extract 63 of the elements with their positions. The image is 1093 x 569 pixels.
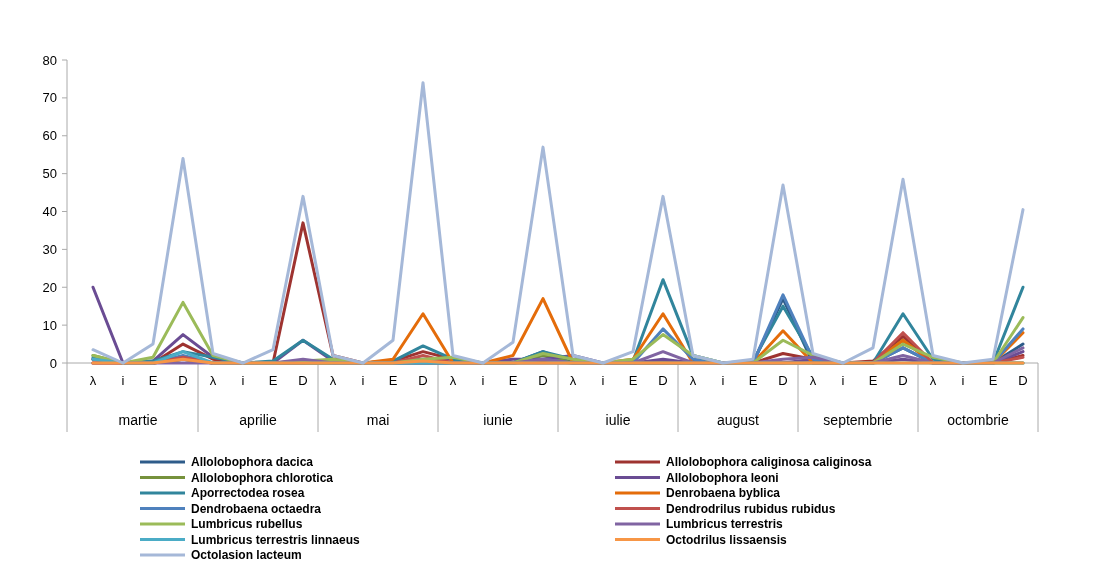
x-tick-label: D (178, 373, 188, 388)
legend-label: Dendrobaena octaedra (191, 501, 322, 516)
text: octombrie (947, 412, 1009, 428)
legend-label: Aporrectodea rosea (191, 486, 305, 501)
x-tick-label: i (361, 373, 365, 388)
y-tick-label: 50 (42, 166, 57, 182)
text: aprilie (239, 412, 277, 428)
x-tick-label: E (868, 373, 878, 388)
x-tick-label: i (121, 373, 125, 388)
y-tick-label: 10 (42, 317, 57, 333)
x-tick-label: λ (449, 373, 457, 388)
y-tick-label: 80 (42, 52, 57, 68)
x-tick-label: λ (809, 373, 817, 388)
text: iunie (483, 412, 513, 428)
legend-label: Allolobophora caliginosa caliginosa (666, 455, 872, 470)
legend-label: Allolobophora leoni (666, 470, 779, 485)
x-tick-label: E (748, 373, 758, 388)
x-tick-label: D (658, 373, 668, 388)
x-tick-label: i (481, 373, 485, 388)
legend-label: Denrobaena byblica (666, 486, 781, 501)
text: martie (118, 412, 158, 428)
x-tick-label: λ (689, 373, 697, 388)
x-tick-label: i (241, 373, 245, 388)
text: iulie (605, 412, 631, 428)
y-tick-label: 0 (49, 355, 57, 371)
text: septembrie (823, 412, 893, 428)
x-tick-label: D (418, 373, 428, 388)
x-tick-label: E (148, 373, 158, 388)
legend-label: Allolobophora chlorotica (191, 470, 334, 485)
legend-label: Allolobophora dacica (191, 455, 314, 470)
x-tick-label: i (841, 373, 845, 388)
legend-label: Lumbricus terrestris (666, 517, 784, 532)
x-tick-label: E (508, 373, 518, 388)
text: august (716, 412, 760, 428)
x-tick-label: λ (209, 373, 217, 388)
x-tick-label: i (601, 373, 605, 388)
x-tick-label: E (268, 373, 278, 388)
legend-label: Octodrilus lissaensis (666, 532, 788, 547)
x-tick-label: λ (329, 373, 337, 388)
y-tick-label: 30 (42, 241, 57, 257)
x-tick-label: E (388, 373, 398, 388)
line-series (91, 81, 1025, 365)
x-tick-label: i (961, 373, 965, 388)
x-tick-label: D (898, 373, 908, 388)
x-tick-label: i (721, 373, 725, 388)
legend-label: Lumbricus terrestris linnaeus (191, 532, 361, 547)
x-tick-label: λ (929, 373, 937, 388)
y-tick-label: 20 (42, 279, 57, 295)
x-tick-label: D (538, 373, 548, 388)
x-tick-label: D (298, 373, 308, 388)
legend-label: Dendrodrilus rubidus rubidus (666, 501, 836, 516)
x-tick-label: E (988, 373, 998, 388)
x-tick-label: λ (569, 373, 577, 388)
y-tick-label: 40 (42, 204, 57, 220)
text: mai (366, 412, 390, 428)
x-tick-label: E (628, 373, 638, 388)
legend-label: Lumbricus rubellus (191, 517, 303, 532)
x-tick-label: λ (89, 373, 97, 388)
x-tick-label: D (778, 373, 788, 388)
y-tick-label: 60 (42, 128, 57, 144)
y-tick-label: 70 (42, 90, 57, 106)
x-tick-label: D (1018, 373, 1028, 388)
legend-label: Octolasion lacteum (191, 548, 302, 563)
